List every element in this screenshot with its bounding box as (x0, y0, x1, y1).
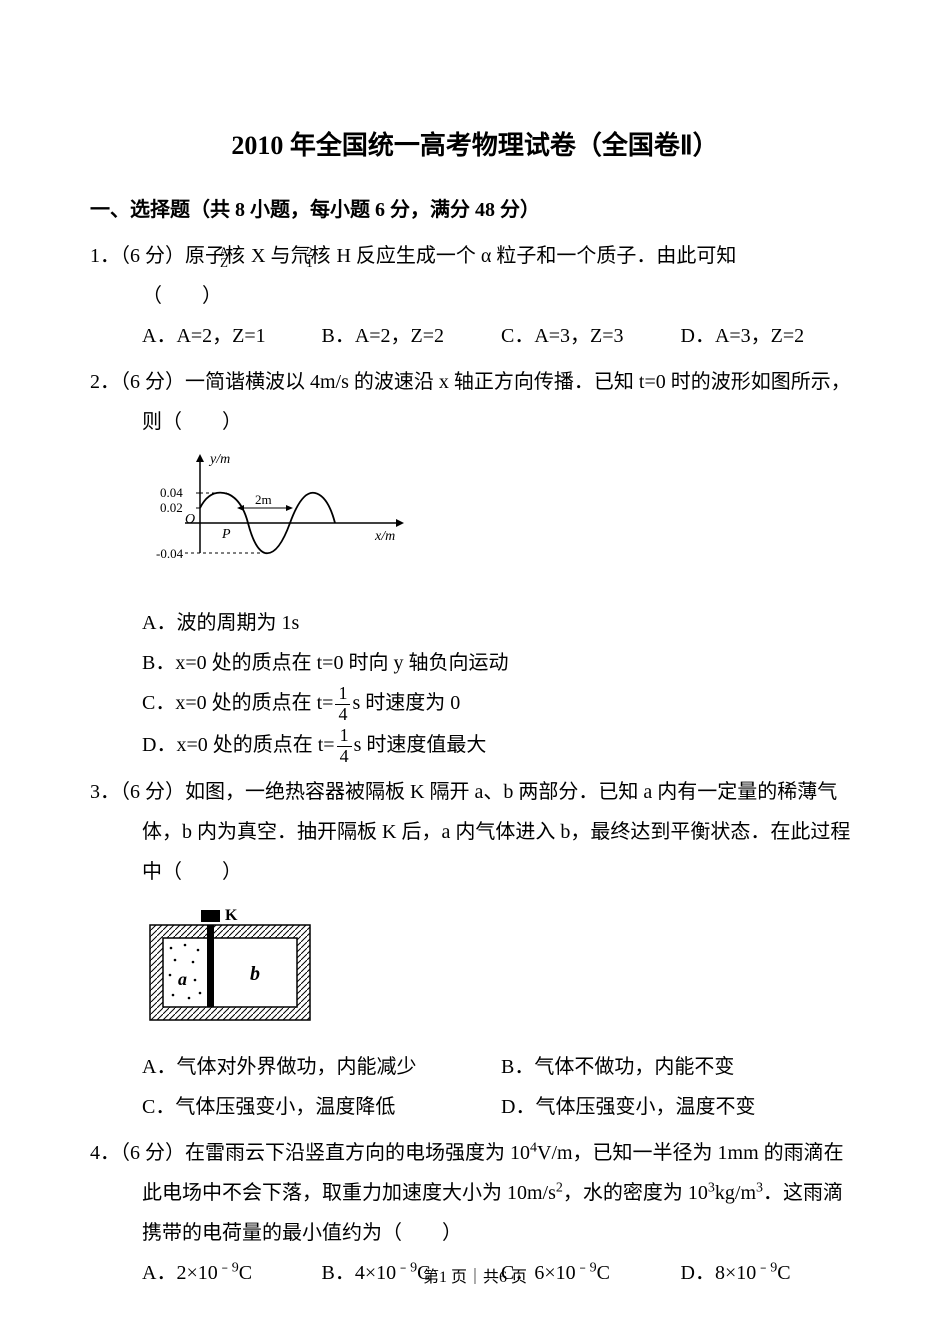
q2-opt-a: A．波的周期为 1s (90, 603, 860, 643)
wave-ytick-1: 0.04 (160, 485, 183, 500)
q2-opt-d: D．x=0 处的质点在 t=14s 时速度值最大 (90, 725, 860, 767)
container-a-label: a (178, 969, 187, 989)
wave-ylabel: y/m (208, 452, 230, 467)
frac-num: 1 (335, 684, 350, 705)
wave-ytick-2: 0.02 (160, 500, 183, 515)
wave-xlabel: x/m (374, 529, 395, 544)
q2-optc-frac: 14 (335, 684, 350, 725)
q1-opt-c: C．A=3，Z=3 (501, 316, 681, 356)
frac-den: 4 (337, 747, 352, 767)
q1-stem-mid1: X 与氘核 (251, 245, 335, 267)
section-header: 一、选择题（共 8 小题，每小题 6 分，满分 48 分） (90, 190, 860, 230)
q4-sup4: 3 (756, 1181, 763, 1196)
q4-stem-pre: 4．（6 分）在雷雨云下沿竖直方向的电场强度为 10 (90, 1142, 530, 1164)
q3-opt-a: A．气体对外界做功，内能减少 (142, 1047, 501, 1087)
q2-optd-post: s 时速度值最大 (354, 734, 487, 756)
question-3: 3．（6 分）如图，一绝热容器被隔板 K 隔开 a、b 两部分．已知 a 内有一… (90, 772, 860, 1127)
q4-stem: 4．（6 分）在雷雨云下沿竖直方向的电场强度为 104V/m，已知一半径为 1m… (90, 1133, 860, 1253)
q4-sup1: 4 (530, 1141, 537, 1156)
q3-opt-b: B．气体不做功，内能不变 (501, 1047, 860, 1087)
q3-opt-d: D．气体压强变小，温度不变 (501, 1087, 860, 1127)
q2-optd-pre: D．x=0 处的质点在 t= (142, 734, 335, 756)
container-b-label: b (250, 963, 260, 985)
q3-opt-c: C．气体压强变小，温度降低 (142, 1087, 501, 1127)
question-2: 2．（6 分）一简谐横波以 4m/s 的波速沿 x 轴正方向传播．已知 t=0 … (90, 362, 860, 766)
wave-ytick-3: -0.04 (156, 546, 184, 561)
container-figure: K a b (145, 900, 315, 1025)
q4-sup3: 3 (708, 1181, 715, 1196)
question-1: 1．（6 分）原子核 AZX 与氘核 21H 反应生成一个 α 粒子和一个质子．… (90, 236, 860, 356)
q2-optc-post: s 时速度为 0 (352, 692, 460, 714)
wave-origin: O (185, 512, 195, 527)
wave-point-p: P (221, 527, 231, 542)
q2-opt-b: B．x=0 处的质点在 t=0 时向 y 轴负向运动 (90, 643, 860, 683)
exam-title: 2010 年全国统一高考物理试卷（全国卷Ⅱ） (90, 120, 860, 172)
q4-stem-mid2: ，水的密度为 10 (563, 1182, 708, 1204)
q1-options: A．A=2，Z=1 B．A=2，Z=2 C．A=3，Z=3 D．A=3，Z=2 (90, 316, 860, 356)
q1-opt-b: B．A=2，Z=2 (322, 316, 502, 356)
q2-opt-c: C．x=0 处的质点在 t=14s 时速度为 0 (90, 683, 860, 725)
q4-sup2: 2 (556, 1181, 563, 1196)
frac-num: 1 (337, 726, 352, 747)
q2-stem: 2．（6 分）一简谐横波以 4m/s 的波速沿 x 轴正方向传播．已知 t=0 … (90, 362, 860, 442)
wave-figure: y/m x/m O 0.04 0.02 -0.04 P 2m (130, 448, 420, 583)
wave-2m-label: 2m (255, 492, 272, 507)
frac-den: 4 (335, 705, 350, 725)
q3-options-row2: C．气体压强变小，温度降低 D．气体压强变小，温度不变 (90, 1087, 860, 1127)
q2-optd-frac: 14 (337, 726, 352, 767)
q4-stem-mid3: kg/m (715, 1182, 756, 1204)
q3-options-row1: A．气体对外界做功，内能减少 B．气体不做功，内能不变 (90, 1047, 860, 1087)
container-k-label: K (225, 907, 238, 924)
q1-opt-d: D．A=3，Z=2 (681, 316, 861, 356)
q1-stem-cont: （ ） (90, 276, 860, 316)
q2-optc-pre: C．x=0 处的质点在 t= (142, 692, 333, 714)
q3-stem: 3．（6 分）如图，一绝热容器被隔板 K 隔开 a、b 两部分．已知 a 内有一… (90, 772, 860, 892)
q1-opt-a: A．A=2，Z=1 (142, 316, 322, 356)
q1-stem-mid2: H 反应生成一个 α 粒子和一个质子．由此可知 (336, 245, 736, 267)
page-footer: 第1 页｜共6 页 (0, 1262, 950, 1294)
q1-stem: 1．（6 分）原子核 AZX 与氘核 21H 反应生成一个 α 粒子和一个质子．… (90, 236, 860, 276)
